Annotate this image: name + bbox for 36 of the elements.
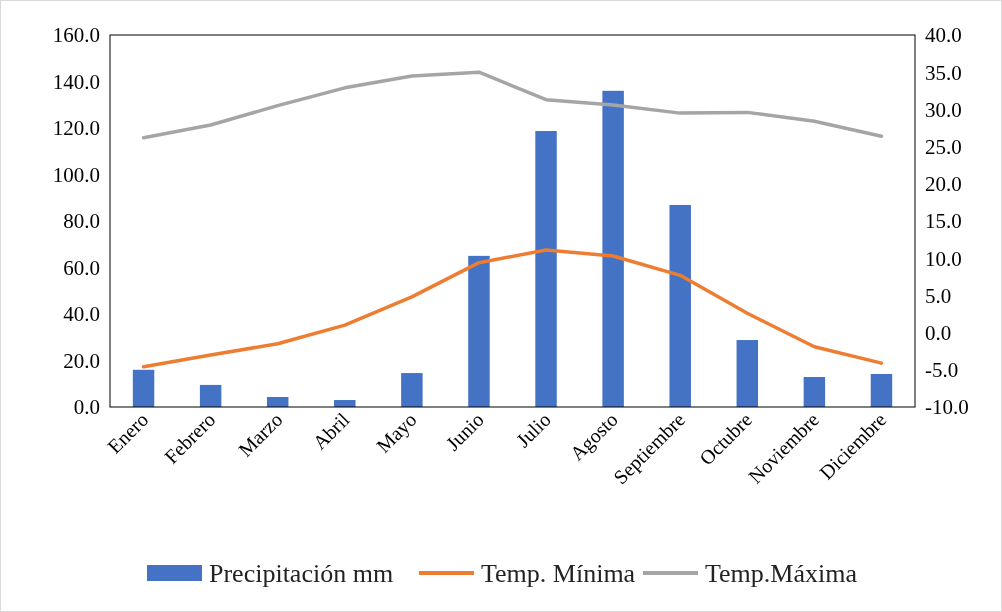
legend-label: Temp. Mínima: [481, 559, 636, 589]
bar: [736, 340, 759, 407]
y2-tick-label: 0.0: [925, 320, 952, 345]
y2-tick-label: 20.0: [925, 172, 962, 197]
y-tick-label: 20.0: [63, 348, 100, 373]
bar: [401, 373, 423, 407]
y-tick-label: 140.0: [52, 69, 100, 94]
y-tick-label: 160.0: [52, 23, 100, 48]
y2-tick-label: 30.0: [925, 97, 962, 122]
bar: [870, 373, 893, 407]
y-tick-label: 80.0: [63, 209, 100, 234]
bar: [602, 90, 624, 407]
y-tick-label: 60.0: [63, 255, 100, 280]
y-tick-label: 40.0: [63, 302, 100, 327]
line-series: [141, 70, 884, 140]
y2-tick-label: 5.0: [925, 283, 952, 308]
y2-tick-label: 35.0: [925, 60, 962, 85]
bar: [199, 384, 222, 407]
legend-label: Temp.Máxima: [705, 559, 858, 589]
x-tick-label: Julio: [511, 408, 555, 452]
y2-tick-label: 15.0: [925, 209, 962, 234]
y-tick-label: 0.0: [73, 395, 100, 420]
line-series: [141, 248, 884, 369]
y2-tick-label: -10.0: [925, 395, 969, 420]
y2-tick-label: 25.0: [925, 134, 962, 159]
y2-tick-label: 10.0: [925, 246, 962, 271]
legend-label: Precipitación mm: [209, 559, 394, 589]
y2-tick-label: -5.0: [925, 358, 959, 383]
bar: [468, 255, 490, 407]
y2-tick-label: 40.0: [925, 23, 962, 48]
bar: [803, 377, 826, 407]
bar: [669, 204, 691, 407]
y-tick-label: 100.0: [52, 162, 100, 187]
bar: [535, 131, 557, 407]
y-tick-label: 120.0: [52, 116, 100, 141]
bar: [132, 369, 155, 407]
